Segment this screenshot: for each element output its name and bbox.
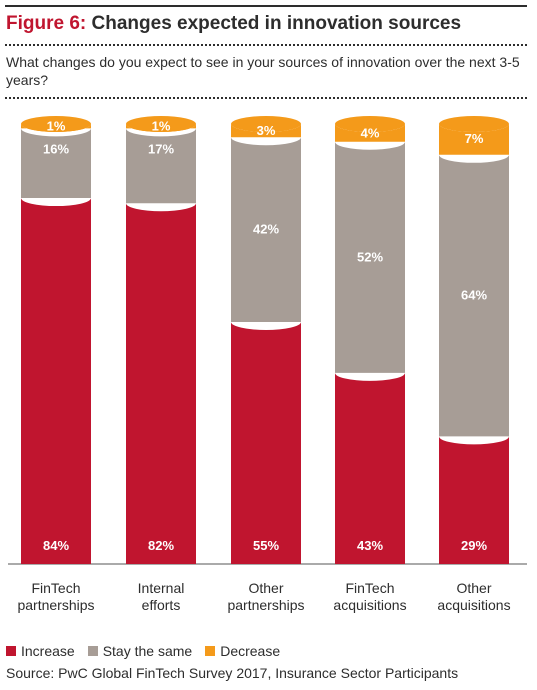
legend-item-decrease: Decrease (205, 643, 280, 659)
data-label-decrease: 4% (361, 125, 380, 140)
bar-segment-stay-the-same (231, 137, 301, 322)
source-note: Source: PwC Global FinTech Survey 2017, … (6, 665, 459, 681)
legend-label-decrease: Decrease (220, 643, 281, 659)
category-label-line: partnerships (227, 597, 304, 613)
bar-segment-stay-the-same (335, 141, 405, 373)
bar-5: 29% 64% 7% (439, 116, 509, 564)
bar-1: 84% 16% 1% (21, 116, 91, 565)
data-label-stay-the-same: 42% (253, 222, 279, 237)
data-label-increase: 84% (43, 538, 69, 553)
legend-item-stay-the-same: Stay the same (87, 643, 193, 659)
data-label-stay-the-same: 17% (148, 141, 174, 156)
bar-segment-decrease (335, 124, 405, 142)
category-label-line: Other (248, 580, 283, 596)
data-label-decrease: 7% (465, 131, 484, 146)
chart-subtitle: What changes do you expect to see in you… (6, 54, 520, 88)
subtitle-divider (5, 97, 527, 99)
data-label-decrease: 3% (257, 123, 276, 138)
category-label-line: Other (456, 580, 491, 596)
bar-segment-increase (439, 436, 509, 564)
bar-cap (126, 116, 196, 132)
top-rule (5, 5, 527, 7)
bar-cap (21, 116, 91, 132)
data-label-decrease: 1% (47, 119, 66, 134)
category-label: FinTech acquisitions (333, 580, 406, 613)
category-label-line: partnerships (17, 597, 94, 613)
bar-segment-increase (231, 322, 301, 564)
figure-title: Figure 6: Changes expected in innovation… (6, 13, 461, 35)
title-text: Changes expected in innovation sources (91, 13, 462, 34)
bar-4: 43% 52% 4% (335, 116, 405, 564)
bar-cap (335, 116, 405, 132)
bar-cap (231, 116, 301, 132)
category-label-line: Internal (138, 580, 185, 596)
bar-segment-stay-the-same (126, 128, 196, 204)
data-label-increase: 55% (253, 538, 279, 553)
title-divider (5, 44, 527, 46)
legend-swatch-decrease (205, 646, 216, 656)
category-label: Other partnerships (227, 580, 304, 613)
category-label-line: acquisitions (333, 597, 406, 613)
bar-2: 82% 17% 1% (126, 116, 196, 564)
legend-swatch-increase (6, 646, 16, 656)
data-label-increase: 43% (357, 538, 383, 553)
bar-segment-decrease (439, 124, 509, 155)
bar-3: 55% 42% 3% (231, 116, 301, 564)
bar-segment-increase (21, 198, 91, 565)
category-label: Internal efforts (138, 580, 185, 613)
bar-cap (439, 116, 509, 132)
figure-label: Figure 6: (6, 13, 87, 34)
data-label-decrease: 1% (152, 119, 171, 134)
legend-label-stay-the-same: Stay the same (102, 643, 193, 659)
data-label-increase: 82% (148, 538, 174, 553)
category-label-line: FinTech (31, 580, 80, 596)
legend-swatch-stay-the-same (87, 646, 98, 656)
data-label-increase: 29% (461, 538, 487, 553)
bar-segment-increase (335, 372, 405, 564)
category-label-line: FinTech (345, 580, 394, 596)
category-label-line: efforts (142, 597, 181, 613)
legend-label-increase: Increase (21, 643, 75, 659)
data-label-stay-the-same: 64% (461, 288, 487, 303)
category-label-line: acquisitions (437, 597, 510, 613)
data-label-stay-the-same: 52% (357, 249, 383, 264)
category-label: Other acquisitions (437, 580, 510, 613)
legend-item-increase: Increase (6, 643, 75, 659)
bar-segment-decrease (231, 124, 301, 138)
bar-segment-stay-the-same (21, 128, 91, 199)
legend: Increase Stay the same Decrease (6, 643, 293, 659)
bar-segment-increase (126, 203, 196, 564)
stacked-bar-chart: 84%16%1%FinTech partnerships82%17%1%Inter… (8, 116, 527, 613)
category-label: FinTech partnerships (17, 580, 94, 613)
bar-segment-stay-the-same (439, 154, 509, 437)
data-label-stay-the-same: 16% (43, 141, 69, 156)
